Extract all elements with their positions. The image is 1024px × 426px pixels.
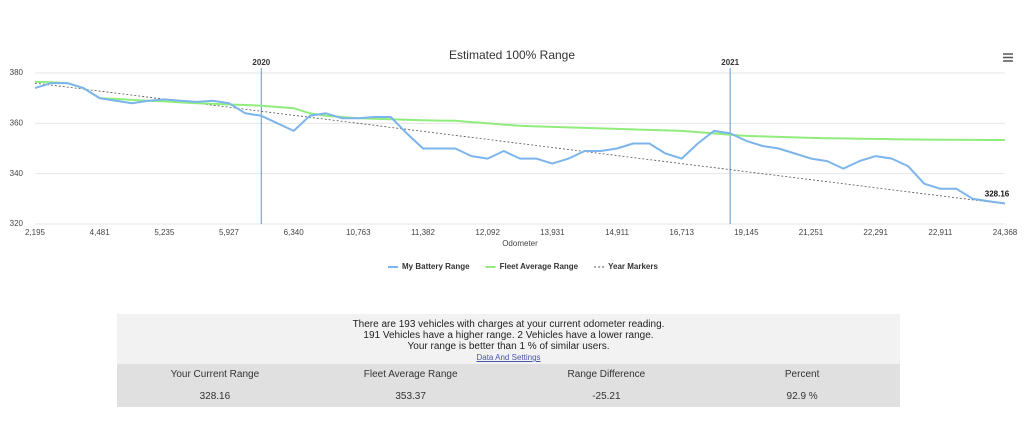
table-cell: 328.16 bbox=[199, 390, 231, 402]
menu-icon[interactable] bbox=[1003, 53, 1013, 62]
summary: There are 193 vehicles with charges at y… bbox=[117, 314, 900, 363]
x-axis-label: Odometer bbox=[502, 239, 538, 248]
table-header: Percent bbox=[784, 369, 820, 380]
summary-line: There are 193 vehicles with charges at y… bbox=[352, 319, 665, 330]
x-tick-label: 5,235 bbox=[154, 228, 175, 237]
summary-panel: There are 193 vehicles with charges at y… bbox=[117, 314, 900, 407]
table-header: Range Difference bbox=[567, 369, 646, 380]
data-label: 328.16 bbox=[985, 190, 1010, 199]
table-cell: -25.21 bbox=[592, 390, 621, 402]
x-tick-label: 5,927 bbox=[219, 228, 240, 237]
y-tick-label: 320 bbox=[10, 219, 24, 228]
year-marker-label: 2021 bbox=[721, 58, 739, 67]
settings-link[interactable]: Data And Settings bbox=[476, 353, 541, 362]
x-tick-label: 11,382 bbox=[411, 228, 435, 237]
x-tick-label: 24,368 bbox=[993, 228, 1018, 237]
table-header: Your Current Range bbox=[170, 369, 260, 380]
x-tick-label: 19,145 bbox=[734, 228, 759, 237]
table-cell: 92.9 % bbox=[786, 390, 818, 402]
x-tick-label: 10,763 bbox=[346, 228, 371, 237]
series-line bbox=[34, 82, 1006, 205]
summary-line: 191 Vehicles have a higher range. 2 Vehi… bbox=[363, 330, 654, 341]
x-tick-label: 21,251 bbox=[799, 228, 824, 237]
legend-entry: Year Markers bbox=[608, 262, 658, 271]
x-tick-label: 14,911 bbox=[605, 228, 629, 237]
x-tick-label: 22,291 bbox=[863, 228, 888, 237]
legend-entry: My Battery Range bbox=[402, 262, 470, 271]
x-tick-label: 13,931 bbox=[540, 228, 565, 237]
x-tick-label: 12,092 bbox=[475, 228, 500, 237]
y-tick-label: 380 bbox=[10, 68, 24, 77]
y-tick-label: 340 bbox=[10, 169, 24, 178]
x-tick-label: 16,713 bbox=[669, 228, 694, 237]
x-tick-label: 2,195 bbox=[25, 228, 46, 237]
y-tick-label: 360 bbox=[10, 118, 24, 127]
x-tick-label: 6,340 bbox=[284, 228, 305, 237]
table-cell: 353.37 bbox=[395, 390, 426, 402]
chart: Estimated 100% Range Odometer 320 340 360 3… bbox=[10, 48, 1018, 271]
year-marker-label: 2020 bbox=[252, 58, 270, 67]
summary-line: Your range is better than 1 % of similar… bbox=[407, 341, 610, 352]
x-tick-label: 22,911 bbox=[928, 228, 952, 237]
x-tick-label: 4,481 bbox=[90, 228, 111, 237]
range-table: Your Current Range Fleet Average Range R… bbox=[117, 364, 900, 407]
legend-entry: Fleet Average Range bbox=[500, 262, 579, 271]
series-line bbox=[34, 80, 1005, 141]
series-line bbox=[34, 82, 1006, 205]
table-header: Fleet Average Range bbox=[363, 369, 458, 380]
chart-title: Estimated 100% Range bbox=[449, 48, 575, 62]
